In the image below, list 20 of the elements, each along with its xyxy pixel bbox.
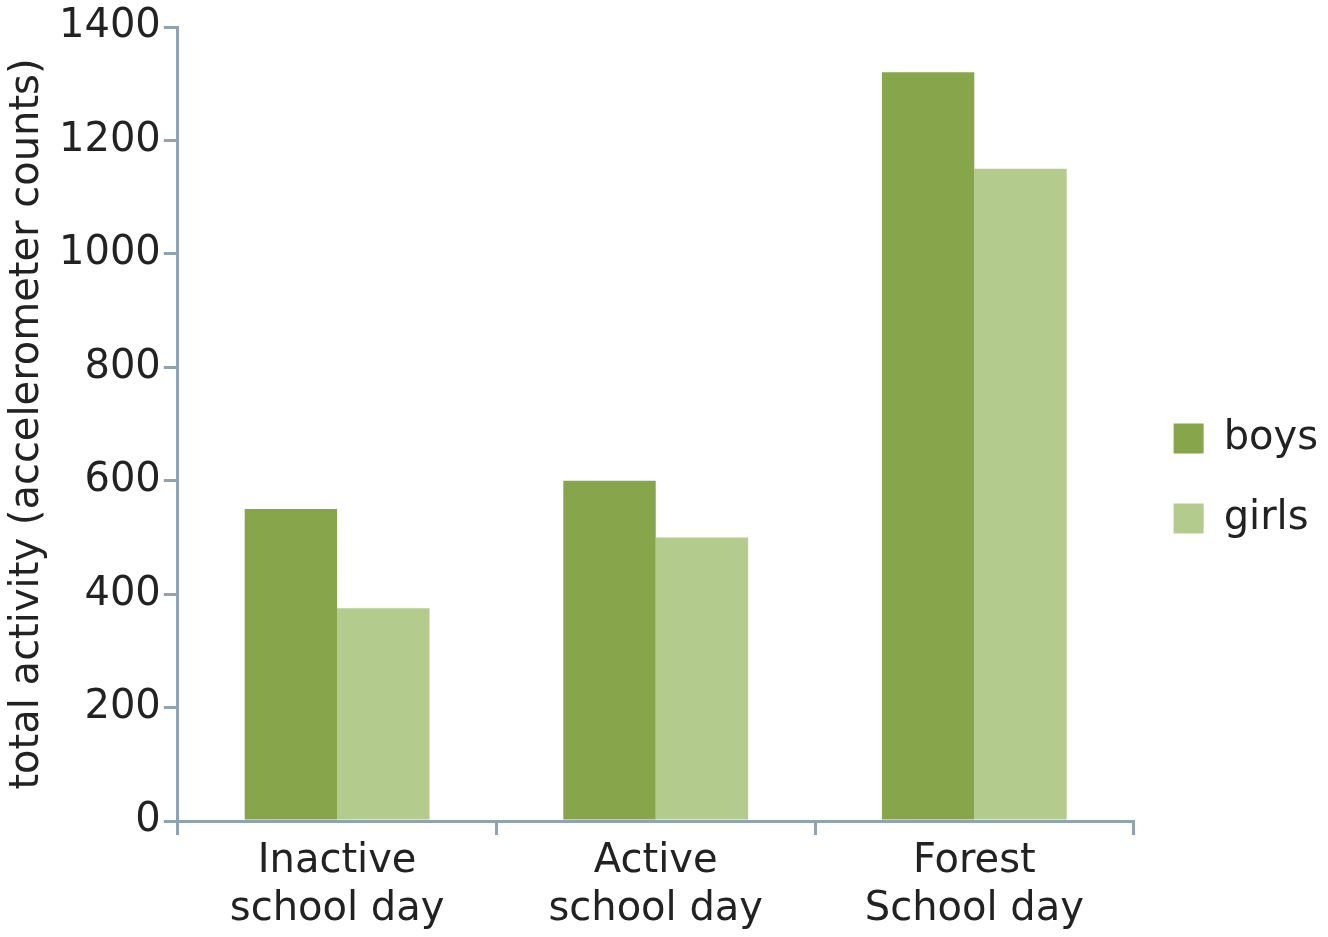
y-tick-label: 800: [84, 340, 161, 387]
x-tick-label: Inactive school day: [229, 835, 445, 930]
x-tick-label: Active school day: [548, 835, 763, 930]
bar: [337, 608, 430, 820]
legend-label: boys: [1223, 411, 1318, 458]
y-tick-label: 1200: [59, 113, 161, 160]
y-tick-label: 600: [84, 454, 161, 501]
y-tick-label: 0: [135, 794, 161, 841]
x-tick-label: Forest School day: [864, 835, 1084, 930]
bar: [974, 168, 1067, 820]
bar: [563, 480, 656, 820]
y-axis-title: total activity (accelerometer counts): [1, 58, 48, 790]
bar: [244, 509, 338, 820]
legend-label: girls: [1223, 491, 1309, 538]
y-tick-label: 200: [84, 680, 161, 727]
y-tick-label: 1400: [59, 0, 161, 47]
bar: [655, 537, 749, 820]
bar: [881, 72, 975, 820]
y-tick-label: 1000: [59, 227, 161, 274]
y-tick-label: 400: [84, 567, 161, 614]
